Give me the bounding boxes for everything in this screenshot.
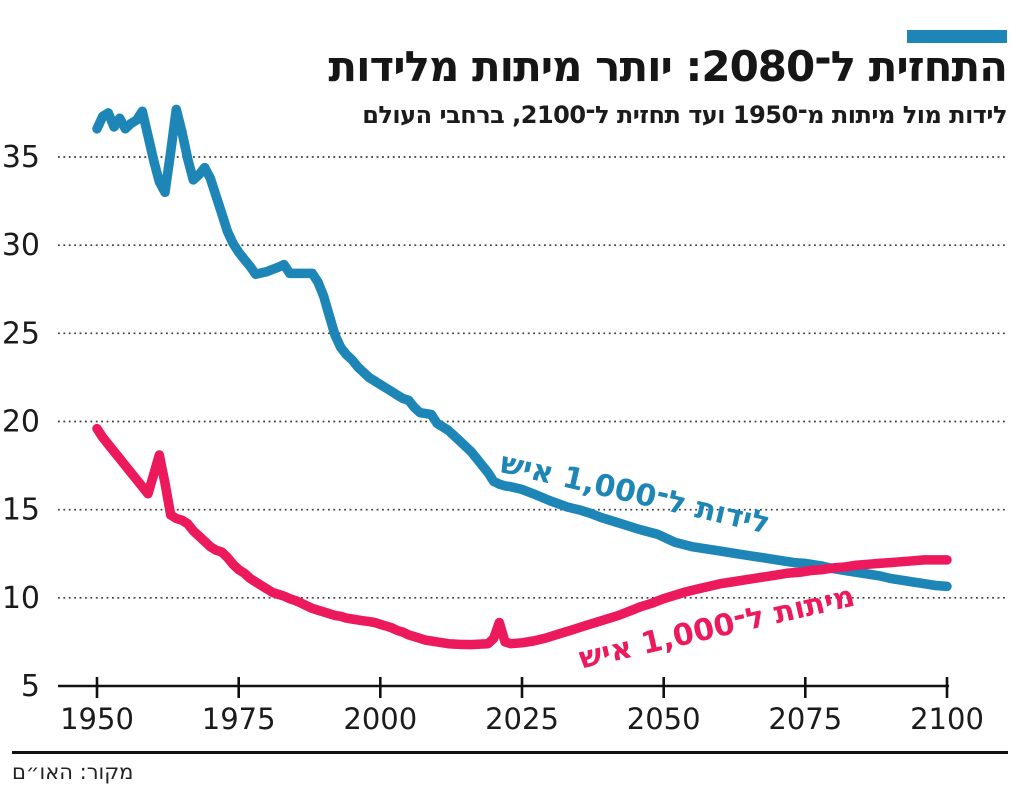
y-tick-label: 10	[2, 581, 40, 616]
y-tick-label: 5	[21, 669, 40, 704]
y-tick-label: 25	[2, 316, 40, 351]
x-tick-label: 2025	[485, 702, 559, 736]
y-tick-label: 15	[2, 493, 40, 528]
y-tick-label: 20	[2, 405, 40, 440]
x-tick-label: 2000	[343, 702, 417, 736]
x-tick-label: 2075	[768, 702, 842, 736]
accent-bar	[907, 30, 1007, 43]
x-tick-label: 2050	[627, 702, 701, 736]
births-line	[92, 104, 952, 592]
deaths-line	[92, 423, 952, 650]
page-subtitle: לידות מול מיתות מ־1950 ועד תחזית ל־2100,…	[362, 101, 1007, 129]
x-tick-label: 1950	[60, 702, 134, 736]
y-tick-label: 30	[2, 228, 40, 263]
y-tick-label: 35	[2, 140, 40, 175]
page-title: התחזית ל־2080: יותר מיתות מלידות	[328, 42, 1008, 91]
source-text: מקור: האו״ם	[12, 760, 134, 784]
x-tick-label: 1975	[202, 702, 276, 736]
source-divider	[12, 751, 1008, 754]
x-tick-label: 2100	[910, 702, 984, 736]
